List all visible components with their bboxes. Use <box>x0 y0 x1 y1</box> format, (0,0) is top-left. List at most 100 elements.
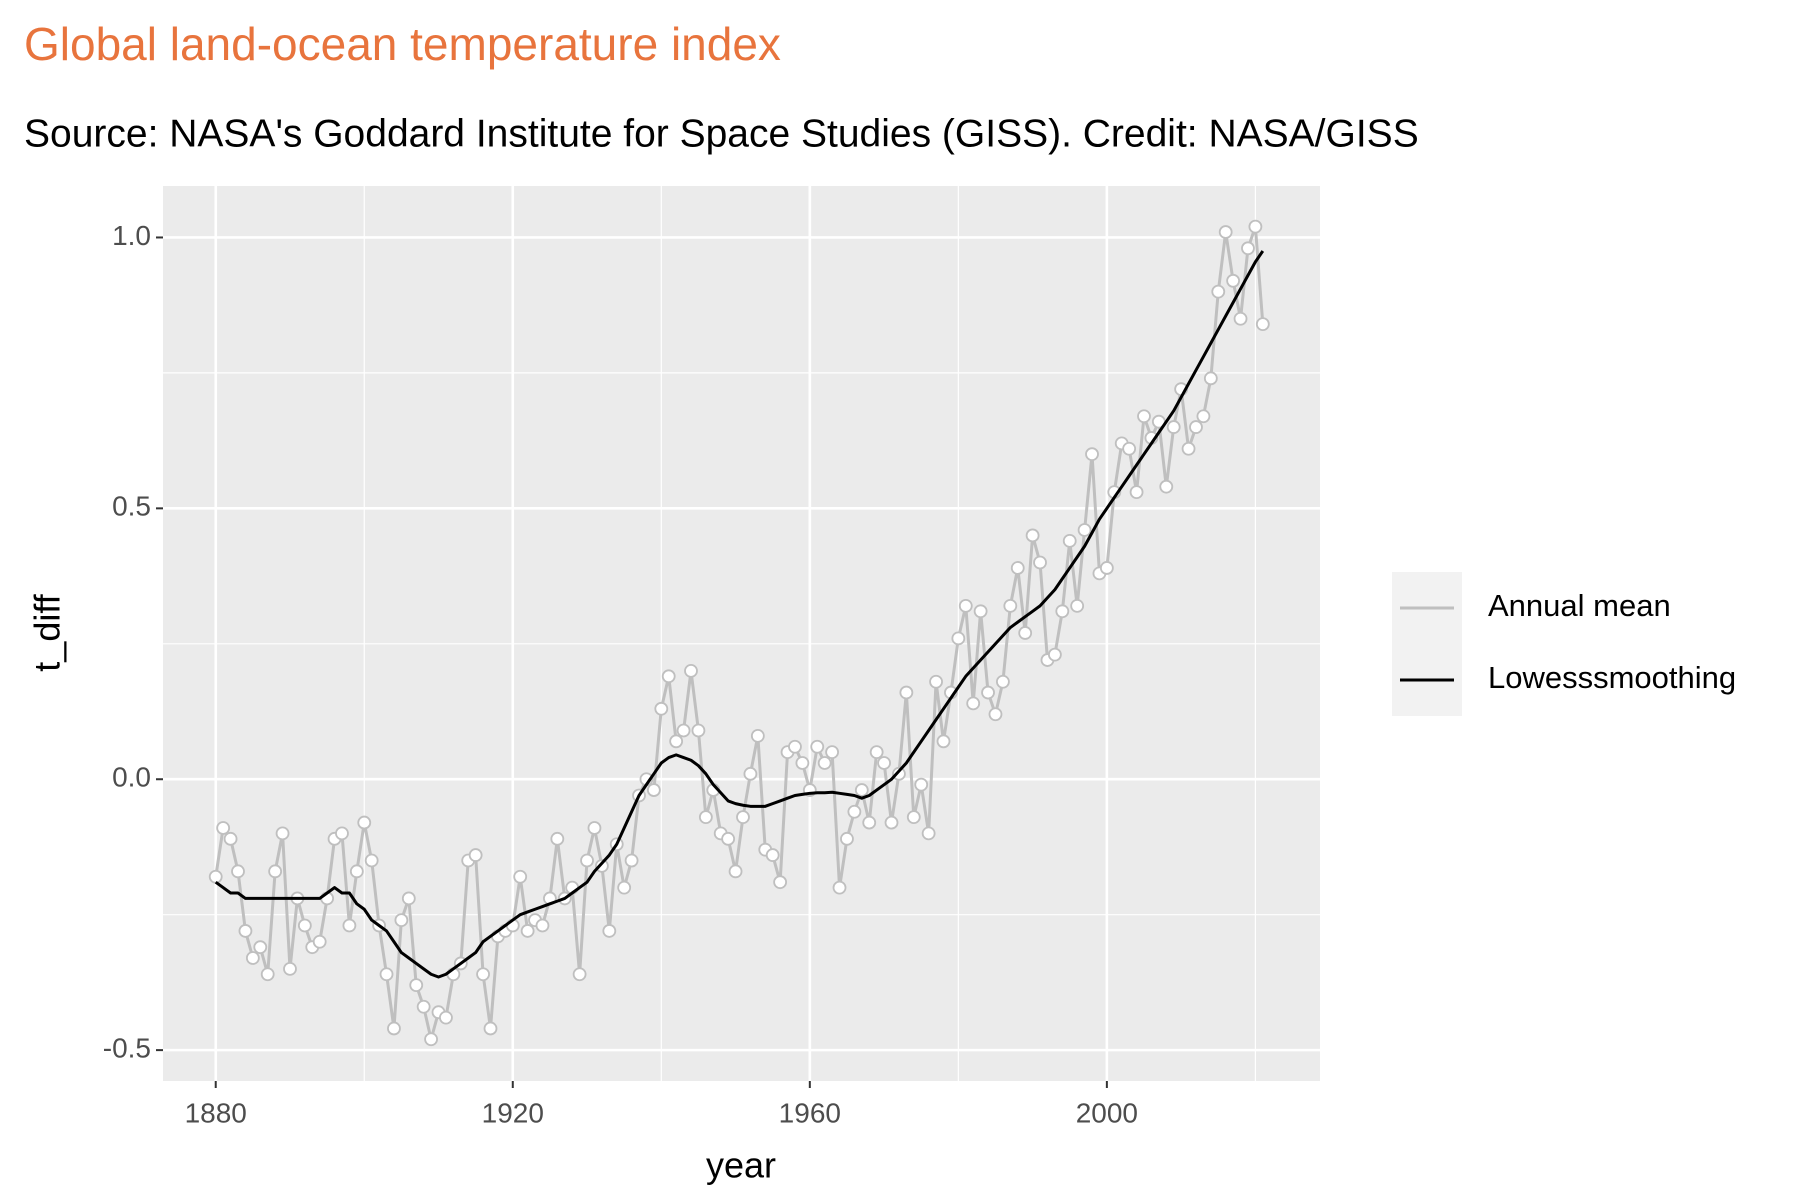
data-point <box>297 918 312 933</box>
data-point <box>840 831 854 846</box>
data-point <box>869 745 884 760</box>
data-point <box>921 826 936 841</box>
data-point <box>1137 409 1151 424</box>
x-tick-label: 1880 <box>185 1097 247 1128</box>
data-point <box>906 810 921 825</box>
data-point <box>312 934 327 949</box>
data-point <box>750 728 765 743</box>
data-point <box>357 815 372 830</box>
data-point <box>892 766 906 781</box>
data-point <box>1255 317 1270 332</box>
data-point <box>602 924 617 938</box>
data-point <box>832 880 847 895</box>
data-point <box>1099 561 1114 575</box>
data-point <box>1189 420 1203 434</box>
data-point <box>535 918 550 933</box>
data-point <box>981 685 995 700</box>
data-point <box>409 978 424 993</box>
data-point <box>253 940 268 955</box>
data-point <box>275 826 290 841</box>
data-point <box>795 756 810 770</box>
data-point <box>483 1021 498 1036</box>
data-point <box>364 853 379 868</box>
data-point <box>691 723 706 738</box>
data-point <box>1196 409 1211 424</box>
data-point <box>1018 626 1033 640</box>
data-point <box>1047 647 1062 662</box>
data-point <box>1233 311 1248 326</box>
data-point <box>424 1032 438 1047</box>
data-point <box>914 777 929 792</box>
data-point <box>1122 441 1137 456</box>
data-point <box>698 810 713 825</box>
y-tick-label: 0.0 <box>112 762 151 793</box>
x-axis-title: year <box>706 1145 776 1186</box>
data-point <box>728 864 743 879</box>
data-point <box>1211 284 1226 299</box>
data-point <box>513 869 528 884</box>
data-point <box>260 967 275 982</box>
data-point <box>1070 598 1085 613</box>
data-point <box>810 739 825 754</box>
data-point <box>216 821 231 835</box>
data-point <box>387 1021 401 1036</box>
data-point <box>773 875 788 890</box>
data-point <box>401 891 416 906</box>
y-tick-label: -0.5 <box>103 1033 151 1064</box>
series-line <box>214 250 1265 979</box>
data-point <box>379 967 394 982</box>
data-point <box>587 821 602 835</box>
data-point <box>765 848 780 862</box>
data-point <box>676 723 691 738</box>
data-point <box>966 696 981 711</box>
data-point <box>1226 273 1241 288</box>
x-tick-label: 2000 <box>1076 1097 1138 1128</box>
data-point <box>1166 420 1181 434</box>
data-point <box>1033 555 1047 570</box>
axes: -0.5 0.0 0.5 1.0 1880 1920 1960 2000 <box>103 220 1138 1129</box>
marks <box>208 219 1270 1047</box>
data-point <box>936 734 951 749</box>
data-point <box>572 967 587 982</box>
data-point <box>550 831 565 846</box>
legend-background <box>1392 572 1462 716</box>
data-point <box>1062 533 1077 548</box>
data-point <box>1241 241 1255 256</box>
series-line <box>214 225 1265 1041</box>
data-point <box>929 674 943 689</box>
legend-label: Lowesssmoothing <box>1488 660 1736 695</box>
data-point <box>335 826 349 841</box>
x-tick-label: 1920 <box>482 1097 544 1128</box>
data-point <box>208 869 223 884</box>
data-point <box>884 815 899 830</box>
data-point <box>223 831 238 846</box>
y-tick-label: 1.0 <box>112 220 151 251</box>
data-point <box>1055 604 1070 619</box>
plot-panel <box>163 186 1320 1081</box>
data-point <box>617 880 632 895</box>
data-point <box>349 864 364 879</box>
data-point <box>743 766 758 781</box>
data-point <box>669 734 684 749</box>
chart-title: Global land-ocean temperature index <box>24 18 781 70</box>
data-point <box>988 707 1003 722</box>
data-point <box>1077 523 1092 537</box>
data-point <box>825 745 839 760</box>
data-point <box>1203 371 1218 386</box>
data-point <box>476 967 490 982</box>
data-point <box>1129 485 1144 499</box>
data-point <box>238 924 253 938</box>
y-tick-label: 0.5 <box>112 491 151 522</box>
data-point <box>231 864 245 879</box>
data-point <box>1248 219 1263 234</box>
data-point <box>1085 447 1099 462</box>
data-point <box>684 663 698 678</box>
data-point <box>847 804 862 819</box>
data-point <box>877 756 891 770</box>
data-point <box>1010 561 1025 575</box>
data-point <box>899 685 914 700</box>
data-point <box>1181 441 1196 456</box>
data-point <box>854 783 869 797</box>
data-point <box>654 701 669 716</box>
